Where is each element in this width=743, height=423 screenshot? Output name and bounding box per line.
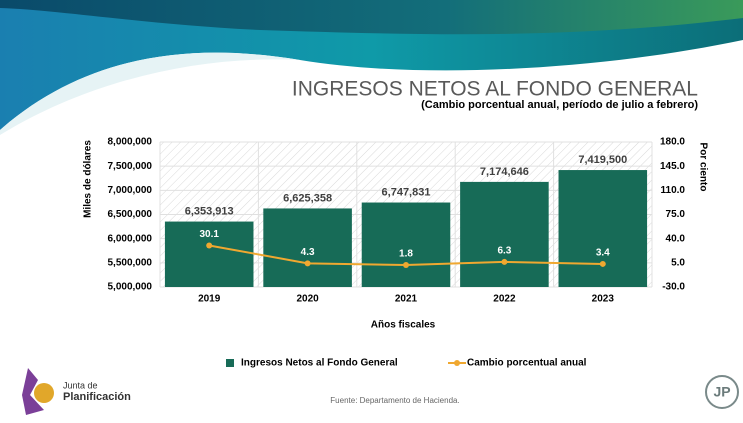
y-tick-label: 8,000,000: [108, 137, 153, 148]
logo-badge-text: JP: [713, 384, 730, 400]
bar-label: 6,353,913: [185, 205, 234, 217]
y-tick-label: 6,500,000: [108, 209, 153, 220]
y2-tick-label: 75.0: [666, 209, 686, 220]
chart-title: INGRESOS NETOS AL FONDO GENERAL: [292, 78, 698, 101]
bar-label: 6,625,358: [283, 192, 332, 204]
x-tick-label: 2023: [592, 294, 615, 305]
logo-right: JP: [705, 375, 739, 409]
y2-tick-label: 180.0: [660, 137, 685, 148]
line-marker: [599, 260, 606, 267]
y2-tick-label: -30.0: [662, 282, 685, 293]
source: Fuente: Departamento de Hacienda.: [330, 396, 459, 405]
bar: [263, 208, 352, 287]
line-marker: [403, 262, 409, 269]
line-label: 3.4: [596, 248, 610, 259]
line-label: 1.8: [399, 249, 413, 260]
x-tick-label: 2022: [493, 294, 516, 305]
header-edge: [0, 52, 300, 135]
line-marker: [304, 260, 311, 267]
y-tick-label: 6,000,000: [108, 233, 153, 244]
x-tick-label: 2021: [395, 294, 418, 305]
logo-text: Planificación: [63, 391, 131, 403]
legend-swatch: [226, 359, 234, 367]
line-label: 6.3: [497, 246, 511, 257]
x-tick-label: 2020: [296, 294, 319, 305]
x-axis-title: Años fiscales: [371, 320, 436, 331]
header-wave-dark: [0, 0, 743, 35]
bar-label: 6,747,831: [382, 186, 431, 198]
logo-text: Junta de: [63, 380, 98, 390]
line-marker: [501, 258, 508, 265]
bar: [361, 202, 451, 287]
bar-label: 7,174,646: [480, 166, 529, 178]
y-tick-label: 7,500,000: [108, 161, 153, 172]
bar-label: 7,419,500: [578, 154, 627, 166]
y-tick-label: 5,500,000: [108, 257, 153, 268]
legend-marker: [454, 360, 460, 366]
bar: [558, 170, 648, 287]
bar: [164, 221, 254, 287]
y-axis-title: Miles de dólares: [83, 140, 94, 218]
legend-label: Cambio porcentual anual: [467, 358, 587, 369]
y2-tick-label: 40.0: [666, 233, 686, 244]
y2-tick-label: 5.0: [671, 257, 685, 268]
legend-label: Ingresos Netos al Fondo General: [241, 358, 398, 369]
bar: [460, 181, 549, 287]
y-tick-label: 5,000,000: [108, 282, 153, 293]
y2-tick-label: 110.0: [661, 185, 686, 196]
line-marker: [206, 242, 213, 249]
logo-badge: [705, 375, 739, 409]
line-label: 4.3: [301, 247, 315, 258]
y2-tick-label: 145.0: [660, 161, 685, 172]
logo-left: Junta de Planificación: [22, 368, 131, 415]
logo-seal: [34, 383, 54, 403]
chart-subtitle: (Cambio porcentual anual, período de jul…: [421, 99, 698, 111]
x-tick-label: 2019: [198, 294, 221, 305]
y-tick-label: 7,000,000: [108, 185, 153, 196]
line-label: 30.1: [199, 229, 219, 240]
y2-axis-title: Por ciento: [697, 143, 708, 192]
logo-shape: [22, 368, 44, 415]
